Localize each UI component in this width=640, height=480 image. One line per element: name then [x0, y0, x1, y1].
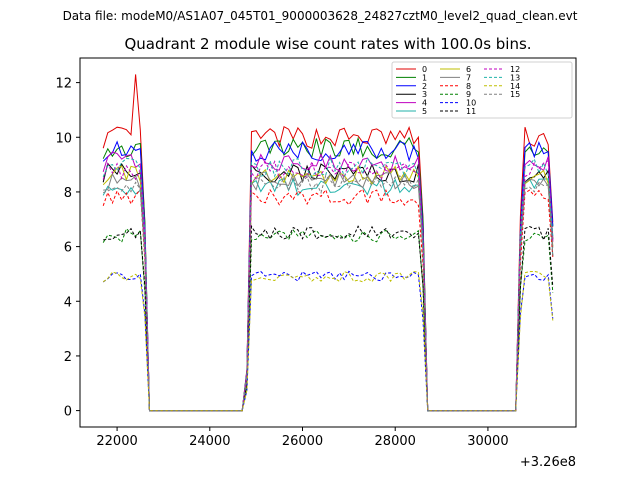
y-tick-label: 4	[64, 295, 72, 310]
y-tick-label: 0	[64, 405, 72, 420]
y-tick-label: 12	[55, 77, 72, 92]
legend-label-7: 7	[466, 73, 471, 82]
x-tick-label: 22000	[96, 434, 137, 449]
legend-label-6: 6	[466, 65, 471, 74]
series-line-15	[103, 174, 554, 412]
legend-label-14: 14	[510, 82, 520, 91]
series-line-10	[102, 270, 554, 412]
series-line-9	[102, 227, 554, 412]
x-axis: 22000 24000 26000 28000 30000	[96, 427, 509, 449]
series-line-8	[102, 188, 554, 412]
legend-label-9: 9	[466, 90, 471, 99]
series-line-12	[102, 159, 554, 412]
legend-label-0: 0	[422, 65, 427, 74]
series-line-6	[102, 165, 554, 412]
legend-label-5: 5	[422, 107, 427, 116]
y-axis: 0 2 4 6 8 10 12	[55, 77, 80, 420]
series-line-4	[102, 151, 554, 412]
series-line-14	[102, 270, 554, 412]
x-offset-label: +3.26e8	[520, 455, 576, 470]
series-line-5	[102, 177, 554, 412]
legend-label-15: 15	[510, 90, 520, 99]
legend-label-3: 3	[422, 90, 427, 99]
legend-label-10: 10	[466, 99, 476, 108]
legend-label-11: 11	[466, 107, 476, 116]
series-line-2	[102, 140, 554, 412]
legend-box	[391, 61, 573, 119]
series-line-7	[103, 171, 554, 412]
legend-label-12: 12	[510, 65, 520, 74]
plot-area	[102, 74, 554, 412]
y-tick-label: 6	[64, 241, 72, 256]
y-tick-label: 8	[64, 186, 72, 201]
axes-frame	[79, 57, 577, 428]
chart-title: Quadrant 2 module wise count rates with …	[124, 35, 531, 53]
legend-label-13: 13	[510, 73, 520, 82]
series-line-0	[102, 74, 554, 412]
x-tick-label: 28000	[375, 434, 416, 449]
y-tick-label: 2	[64, 350, 72, 365]
legend-label-4: 4	[422, 99, 427, 108]
series-line-3	[102, 162, 554, 412]
legend-label-2: 2	[422, 82, 427, 91]
x-tick-label: 26000	[282, 434, 323, 449]
x-tick-label: 30000	[467, 434, 508, 449]
series-line-11	[103, 224, 554, 412]
legend-label-8: 8	[466, 82, 471, 91]
legend-label-1: 1	[422, 73, 427, 82]
x-tick-label: 24000	[189, 434, 230, 449]
y-tick-label: 10	[55, 131, 72, 146]
suptitle: Data file: modeM0/AS1A07_045T01_90000036…	[63, 9, 578, 23]
